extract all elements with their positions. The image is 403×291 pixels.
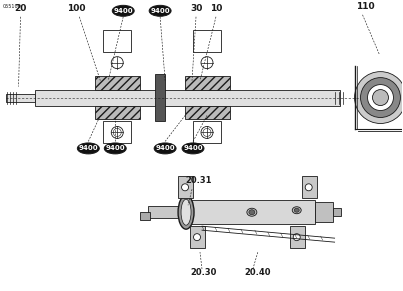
Bar	[302, 176, 317, 198]
Bar	[103, 30, 131, 52]
Bar	[290, 226, 305, 248]
Text: 9400: 9400	[155, 146, 175, 151]
Bar	[193, 30, 221, 52]
Text: 110: 110	[355, 2, 374, 11]
Circle shape	[372, 90, 388, 106]
Ellipse shape	[104, 143, 126, 154]
Circle shape	[305, 184, 312, 191]
Circle shape	[193, 234, 201, 241]
Circle shape	[293, 234, 300, 241]
Ellipse shape	[292, 207, 301, 214]
Bar	[6, 94, 35, 102]
Circle shape	[355, 72, 403, 123]
Circle shape	[201, 57, 213, 69]
Circle shape	[182, 184, 189, 191]
Ellipse shape	[154, 143, 176, 154]
Circle shape	[111, 127, 123, 139]
Ellipse shape	[178, 195, 194, 229]
Bar	[140, 212, 150, 220]
Text: 055100: 055100	[2, 4, 21, 9]
Text: 9400: 9400	[183, 146, 203, 151]
Bar	[95, 76, 140, 90]
Text: 20.40: 20.40	[245, 268, 271, 277]
Bar	[103, 121, 131, 143]
Bar	[155, 74, 165, 121]
Bar	[148, 206, 182, 218]
Text: 10: 10	[210, 4, 222, 13]
Bar	[193, 121, 221, 143]
Text: 20.31: 20.31	[185, 176, 212, 185]
Bar	[185, 76, 230, 90]
Circle shape	[201, 127, 213, 139]
Text: 30: 30	[190, 4, 202, 13]
Text: 9400: 9400	[106, 146, 125, 151]
Ellipse shape	[112, 5, 134, 16]
Bar	[178, 176, 193, 198]
Text: 20.30: 20.30	[190, 268, 216, 277]
Circle shape	[361, 78, 401, 118]
Ellipse shape	[181, 199, 191, 225]
Text: 100: 100	[67, 4, 86, 13]
Bar	[315, 202, 332, 222]
Text: 9400: 9400	[79, 146, 98, 151]
Bar	[185, 106, 230, 120]
Text: 9400: 9400	[113, 8, 133, 14]
Bar	[332, 208, 341, 216]
Ellipse shape	[77, 143, 99, 154]
Ellipse shape	[149, 5, 171, 16]
Bar	[95, 106, 140, 120]
Circle shape	[111, 57, 123, 69]
Bar	[35, 90, 340, 106]
Text: 9400: 9400	[150, 8, 170, 14]
Ellipse shape	[182, 143, 204, 154]
Bar	[182, 200, 315, 224]
Circle shape	[368, 85, 393, 111]
Ellipse shape	[294, 208, 299, 212]
Text: 20: 20	[15, 4, 27, 13]
Ellipse shape	[249, 210, 255, 215]
Ellipse shape	[247, 208, 257, 216]
Bar	[190, 226, 205, 248]
